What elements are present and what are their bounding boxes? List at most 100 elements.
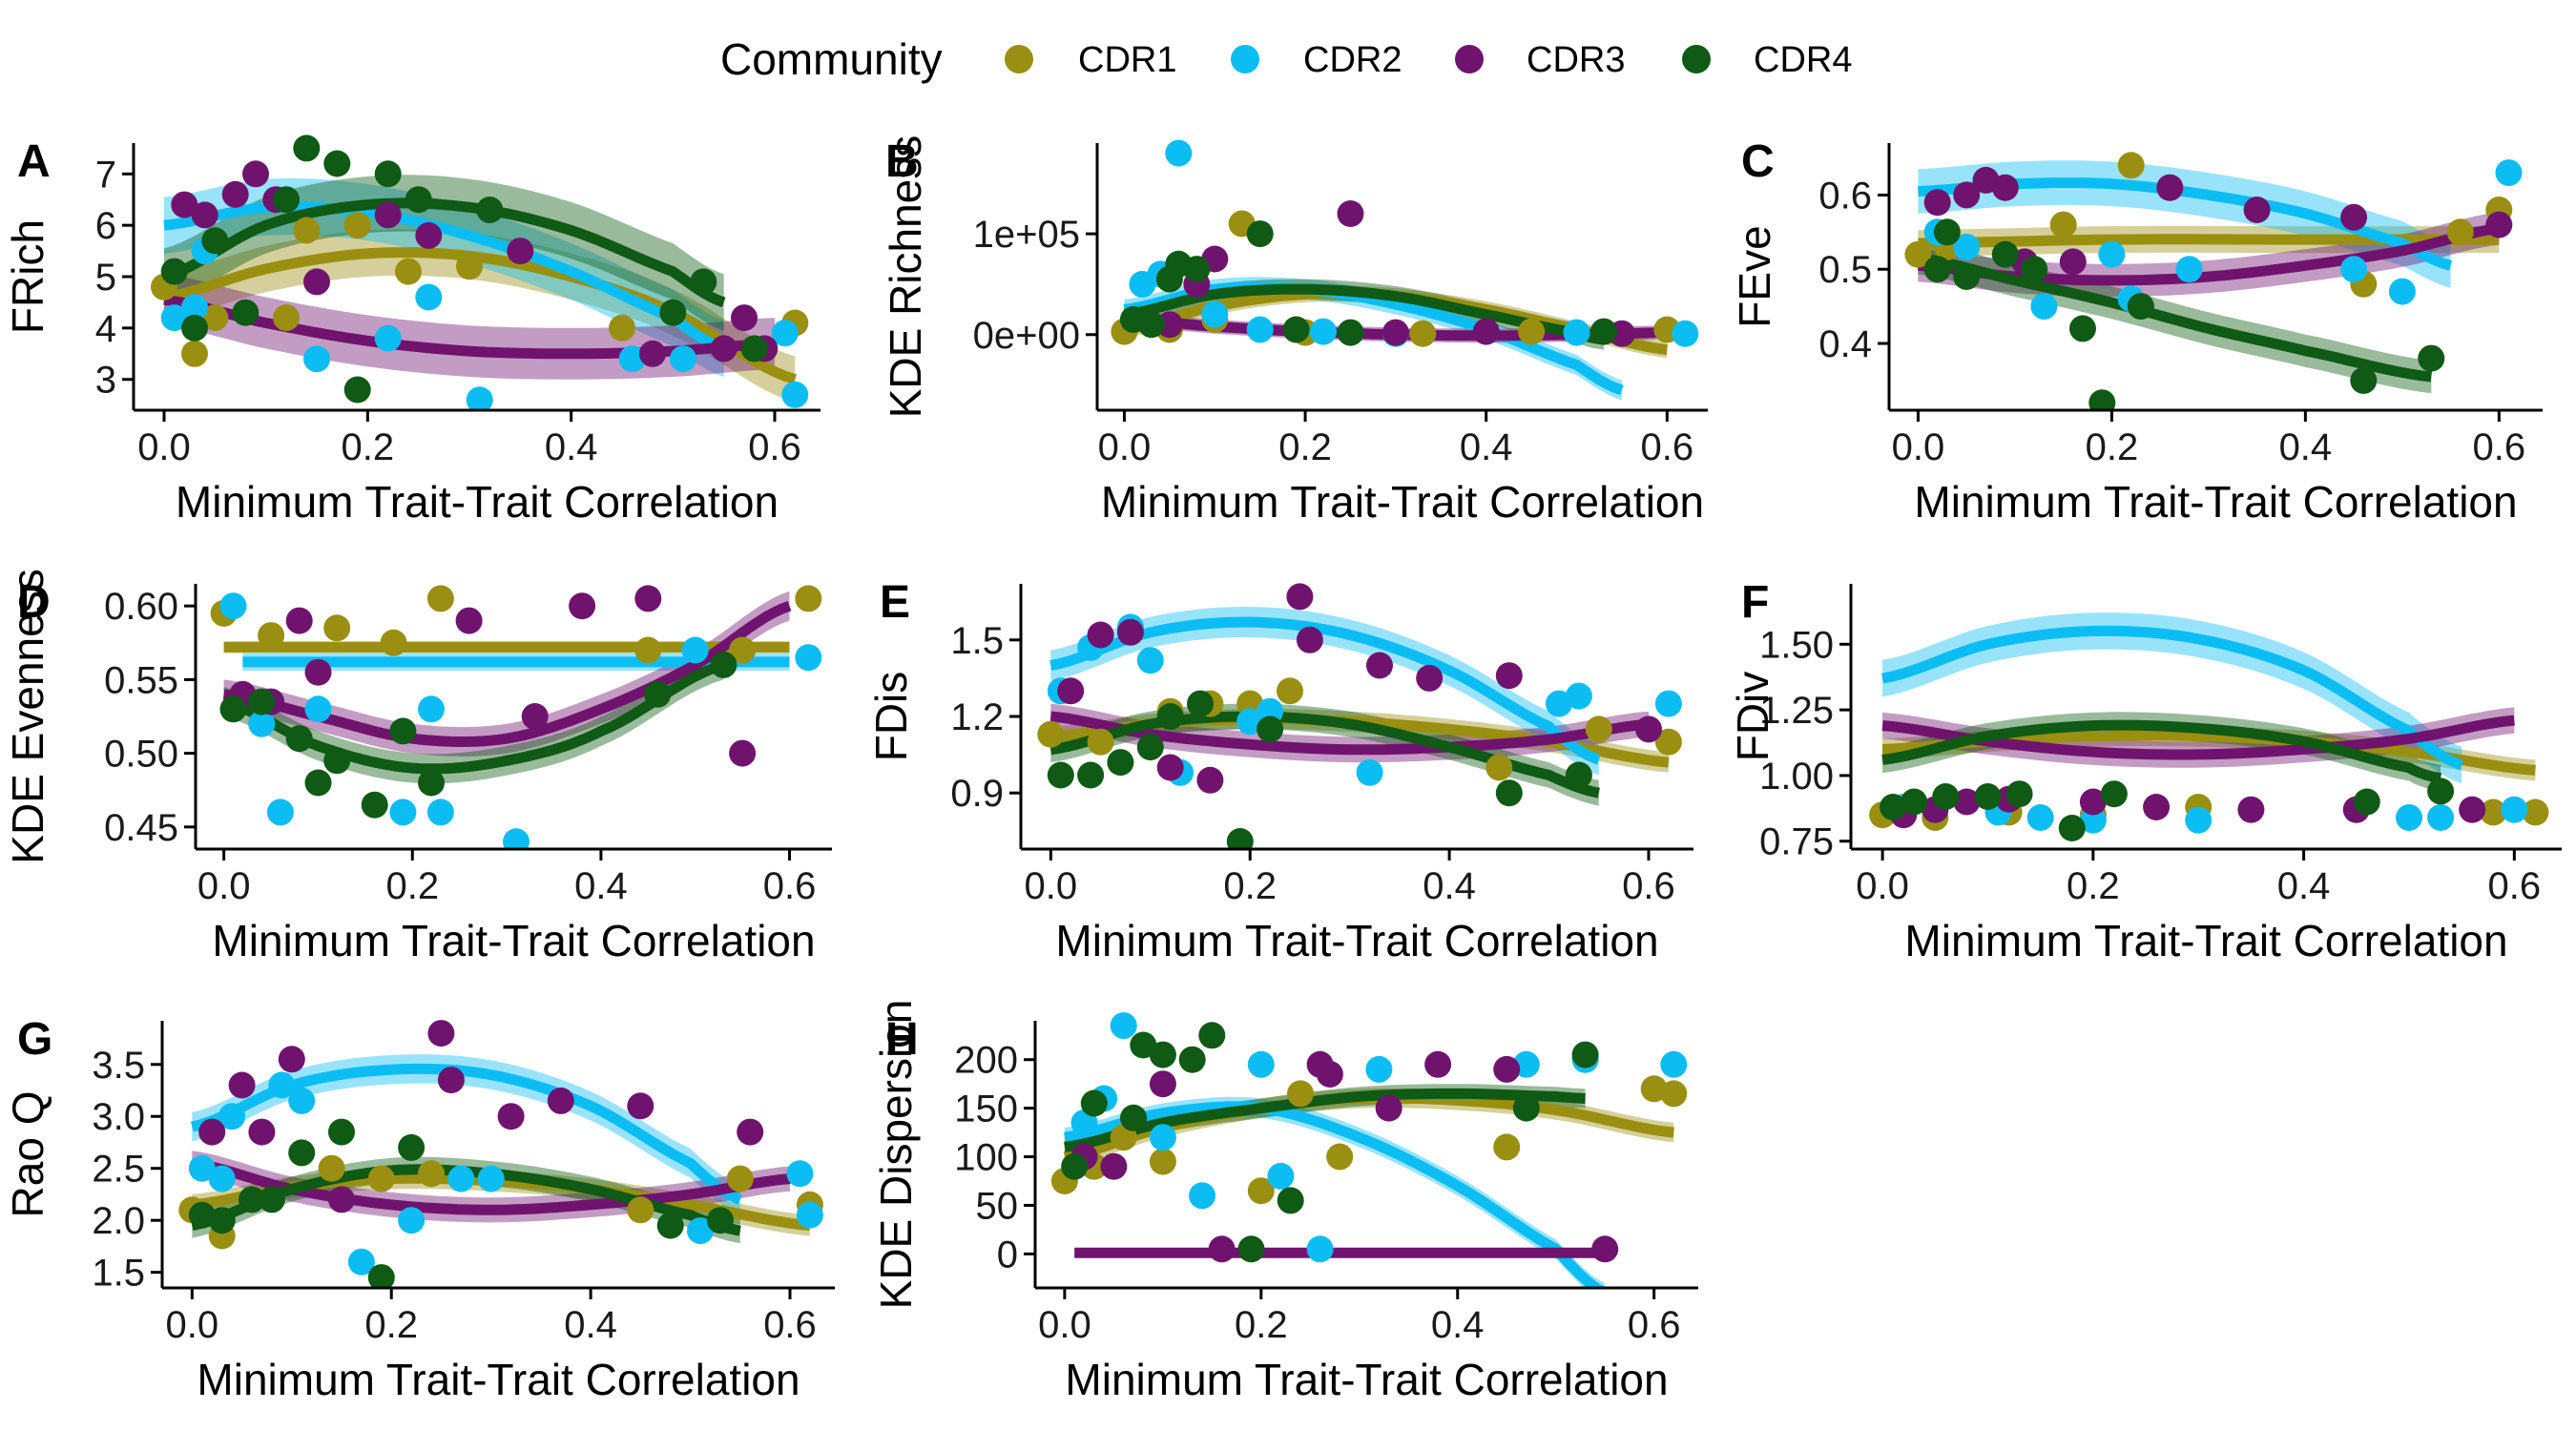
data-point-cdr1 <box>201 304 229 332</box>
data-point-cdr3 <box>1316 1061 1343 1088</box>
data-point-cdr2 <box>398 1207 426 1234</box>
panel-g: 0.0 0.2 0.4 0.6 1.5 2.0 2.5 3.0 3.5 Minimum Trait… <box>3 1014 835 1404</box>
data-point-cdr3 <box>1591 1235 1619 1263</box>
data-point-cdr1 <box>395 258 422 285</box>
y-tick-label: 0.9 <box>950 773 1004 815</box>
x-tick-label: 0.6 <box>748 426 801 468</box>
data-point-cdr2 <box>2388 278 2416 305</box>
data-point-cdr1 <box>1485 754 1513 781</box>
data-point-cdr4 <box>239 1186 265 1213</box>
y-tick-label: 7 <box>95 154 116 196</box>
data-point-cdr2 <box>466 386 493 410</box>
y-tick-label: 0.60 <box>104 586 178 628</box>
data-point-cdr1 <box>2049 211 2077 238</box>
confidence-band-cdr4 <box>1050 703 1599 806</box>
y-axis-title: FDiv <box>1728 672 1777 762</box>
data-point-cdr4 <box>293 135 321 162</box>
data-point-cdr1 <box>1037 720 1065 748</box>
plot-area <box>178 1020 823 1288</box>
y-tick-label: 0.6 <box>1818 175 1872 217</box>
data-point-cdr4 <box>2100 780 2128 808</box>
data-point-cdr2 <box>2501 796 2528 823</box>
data-point-cdr3 <box>1923 189 1951 217</box>
data-point-cdr2 <box>1563 319 1590 346</box>
data-point-cdr4 <box>740 335 768 363</box>
x-axis-title: Minimum Trait-Trait Correlation <box>1914 477 2517 527</box>
data-point-cdr2 <box>1201 301 1229 328</box>
panel-a: 0.0 0.2 0.4 0.6 3 4 5 6 7 Minimum Trait-Trait Cor… <box>3 135 821 527</box>
data-point-cdr4 <box>2418 344 2445 372</box>
y-tick-label: 1.5 <box>950 620 1004 662</box>
data-point-cdr2 <box>303 345 330 373</box>
data-point-cdr3 <box>1156 754 1184 781</box>
x-tick-label: 0.0 <box>137 426 191 468</box>
data-point-cdr2 <box>1267 1162 1295 1190</box>
panel-letter: F <box>1741 577 1769 628</box>
data-point-cdr3 <box>242 160 269 188</box>
data-point-cdr2 <box>1310 318 1337 345</box>
data-point-cdr2 <box>1247 1050 1275 1078</box>
x-tick-label: 0.6 <box>1641 426 1694 468</box>
data-point-cdr4 <box>1495 779 1523 807</box>
data-point-cdr2 <box>219 592 247 620</box>
data-point-cdr3 <box>1991 174 2019 201</box>
data-point-cdr1 <box>367 1165 395 1192</box>
x-axis-title: Minimum Trait-Trait Correlation <box>1904 916 2507 965</box>
data-point-cdr1 <box>1087 728 1114 756</box>
data-point-cdr2 <box>796 1201 823 1229</box>
data-point-cdr4 <box>706 1207 734 1234</box>
data-point-cdr4 <box>1932 783 1960 810</box>
data-point-cdr3 <box>2459 796 2486 823</box>
data-point-cdr4 <box>1923 256 1951 283</box>
data-point-cdr4 <box>258 1186 285 1213</box>
y-tick-label: 200 <box>954 1040 1018 1082</box>
data-point-cdr1 <box>273 304 300 332</box>
data-point-cdr3 <box>1116 618 1144 646</box>
data-point-cdr4 <box>1277 1187 1304 1214</box>
panel-c: 0.0 0.2 0.4 0.6 0.4 0.5 0.6 Minimum Trait-Trait… <box>1730 136 2543 527</box>
y-tick-label: 1.00 <box>1759 756 1834 798</box>
x-tick-label: 0.0 <box>1025 865 1078 907</box>
y-tick-label: 3.0 <box>92 1096 145 1138</box>
data-point-cdr2 <box>1660 1050 1688 1078</box>
data-point-cdr3 <box>639 340 666 367</box>
data-point-cdr4 <box>285 725 313 753</box>
x-tick-label: 0.2 <box>2086 426 2139 468</box>
data-point-cdr2 <box>687 1217 714 1245</box>
x-tick-label: 0.2 <box>1235 1304 1288 1346</box>
data-point-cdr3 <box>1495 662 1523 690</box>
data-point-cdr4 <box>323 747 351 775</box>
data-point-cdr2 <box>1356 758 1383 786</box>
data-point-cdr4 <box>367 1264 395 1288</box>
legend-swatch-cdr4 <box>1682 45 1711 73</box>
data-point-cdr2 <box>181 294 208 321</box>
data-point-cdr1 <box>2522 798 2549 826</box>
data-point-cdr4 <box>710 651 737 678</box>
data-point-cdr3 <box>191 201 218 229</box>
data-point-cdr2 <box>2495 159 2523 187</box>
data-point-cdr4 <box>2069 315 2096 342</box>
data-point-cdr3 <box>2156 174 2184 201</box>
data-point-cdr2 <box>415 283 443 311</box>
x-axis-title: Minimum Trait-Trait Correlation <box>1065 1355 1668 1404</box>
data-point-cdr2 <box>374 324 402 352</box>
x-tick-label: 0.6 <box>2488 865 2542 907</box>
data-point-cdr4 <box>1590 318 1617 345</box>
y-tick-label: 0 <box>997 1234 1018 1275</box>
data-point-cdr2 <box>1136 647 1164 674</box>
data-point-cdr1 <box>2117 152 2145 179</box>
y-axis-title: FEve <box>1730 225 1779 327</box>
confidence-band-cdr2 <box>1918 160 2451 288</box>
data-point-cdr4 <box>343 376 371 404</box>
x-tick-label: 0.4 <box>1431 1304 1485 1346</box>
data-point-cdr3 <box>437 1067 465 1094</box>
data-point-cdr2 <box>2030 293 2058 321</box>
data-point-cdr4 <box>288 1139 316 1167</box>
data-point-cdr2 <box>1110 1012 1137 1040</box>
y-tick-label: 6 <box>95 205 116 247</box>
x-tick-label: 0.4 <box>2277 865 2331 907</box>
data-point-cdr4 <box>1080 1089 1108 1117</box>
data-point-cdr3 <box>1366 652 1393 679</box>
data-point-cdr3 <box>1149 1070 1176 1098</box>
y-tick-label: 0.50 <box>104 734 178 776</box>
